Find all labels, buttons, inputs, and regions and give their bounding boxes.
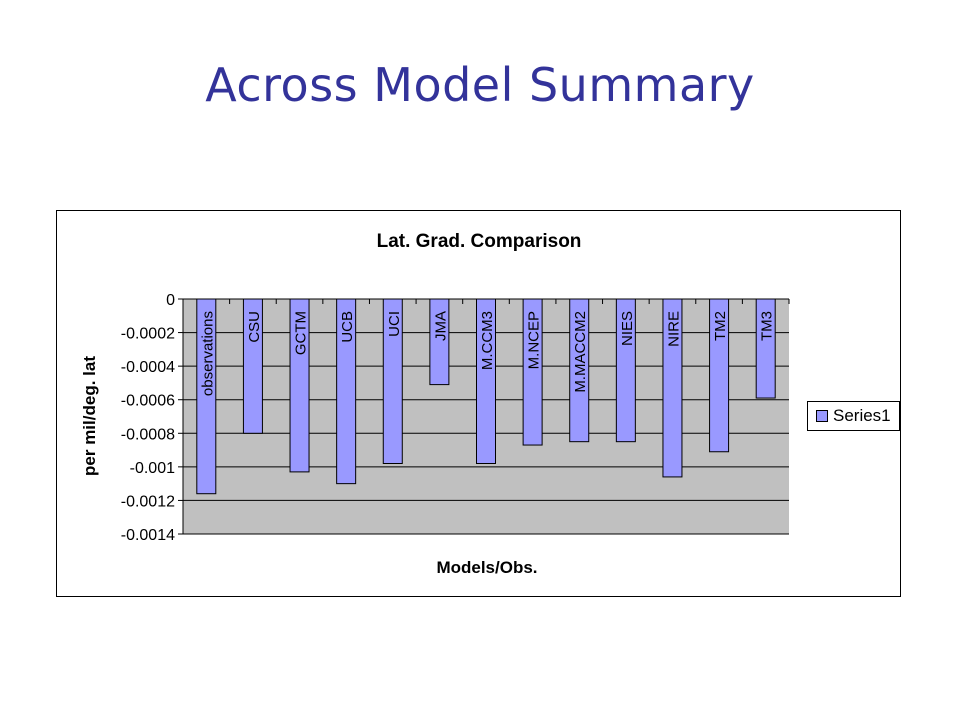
y-tick-label: -0.0002 [121, 326, 175, 343]
chart-frame: 0 -0.0002 -0.0004 -0.0006 -0.0008 -0.001 -0.00… [56, 210, 901, 597]
bar [429, 298, 450, 386]
bar [709, 298, 730, 453]
chart-legend: Series1 [807, 401, 900, 431]
slide-title: Across Model Summary [205, 58, 755, 112]
category-label: TM3 [759, 311, 776, 341]
y-axis-title: per mil/deg. lat [80, 356, 99, 476]
category-label: M.CCM3 [479, 311, 496, 370]
bar [382, 298, 403, 464]
category-label: observations [199, 311, 216, 396]
bar [196, 298, 217, 495]
legend-swatch-series1 [816, 410, 828, 422]
y-tick-label: 0 [166, 292, 175, 309]
bar [662, 298, 683, 478]
category-label: M.MACCM2 [572, 311, 589, 393]
bar [289, 298, 310, 473]
category-label: CSU [246, 311, 263, 343]
y-tick-label: -0.0008 [121, 426, 175, 443]
y-tick-label: -0.0012 [121, 493, 175, 510]
y-tick-label: -0.0006 [121, 393, 175, 410]
category-label: UCB [339, 311, 356, 343]
category-label: UCI [386, 311, 403, 337]
x-axis-title: Models/Obs. [436, 558, 537, 577]
y-tick-label: -0.0004 [121, 359, 175, 376]
category-label: M.NCEP [526, 311, 543, 369]
category-label: JMA [432, 311, 449, 341]
bar [755, 298, 776, 399]
category-label: TM2 [712, 311, 729, 341]
y-tick-label: -0.0014 [121, 527, 175, 544]
bar [336, 298, 357, 485]
legend-label-series1: Series1 [833, 406, 891, 425]
category-label: NIES [619, 311, 636, 346]
category-label: NIRE [665, 311, 682, 347]
chart-title: Lat. Grad. Comparison [377, 231, 582, 252]
y-tick-label: -0.001 [130, 460, 175, 477]
bar [522, 298, 543, 446]
bar-chart: 0 -0.0002 -0.0004 -0.0006 -0.0008 -0.001 -0.00… [80, 231, 790, 577]
category-label: GCTM [293, 311, 310, 355]
bar [615, 298, 636, 443]
bar [569, 298, 590, 443]
bar [242, 298, 263, 434]
bar [476, 298, 496, 464]
